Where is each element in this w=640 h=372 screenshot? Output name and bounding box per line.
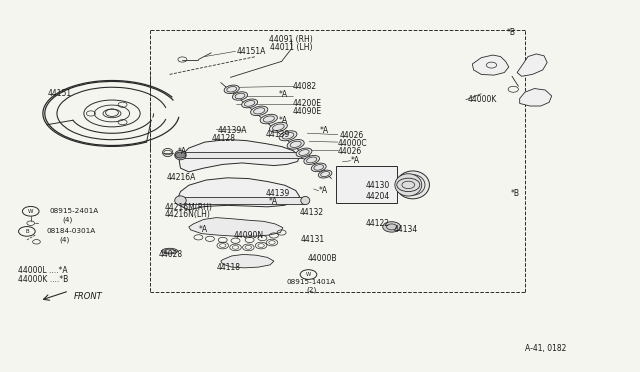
Text: 44090N: 44090N — [234, 231, 264, 240]
Polygon shape — [517, 54, 547, 76]
Text: A-41, 0182: A-41, 0182 — [525, 344, 566, 353]
Text: 44000K: 44000K — [467, 95, 497, 104]
Ellipse shape — [318, 170, 332, 178]
Text: 44000C: 44000C — [338, 139, 367, 148]
Text: 44122: 44122 — [366, 219, 390, 228]
Text: *A: *A — [269, 197, 278, 206]
Text: 44139A: 44139A — [218, 126, 247, 135]
Text: *A: *A — [278, 90, 287, 99]
Text: 44090E: 44090E — [293, 107, 323, 116]
Text: (4): (4) — [59, 236, 69, 243]
Text: 44216A: 44216A — [166, 173, 196, 182]
Text: 44151A: 44151A — [237, 47, 266, 56]
Text: *A: *A — [351, 156, 360, 165]
Text: 44130: 44130 — [366, 182, 390, 190]
Ellipse shape — [395, 174, 422, 196]
Circle shape — [383, 222, 401, 232]
Bar — [180, 152, 305, 158]
Text: 44134: 44134 — [394, 225, 418, 234]
Text: FRONT: FRONT — [74, 292, 102, 301]
Text: 44204: 44204 — [366, 192, 390, 201]
Text: 44139: 44139 — [266, 189, 290, 198]
Text: *A: *A — [320, 126, 329, 135]
Ellipse shape — [296, 148, 312, 157]
Text: 44026: 44026 — [339, 131, 364, 140]
Ellipse shape — [260, 114, 277, 124]
Text: B: B — [25, 229, 29, 234]
Ellipse shape — [241, 99, 258, 108]
Text: *A: *A — [178, 147, 187, 156]
Text: *B: *B — [511, 189, 520, 198]
Text: W: W — [28, 209, 33, 214]
Text: 44132: 44132 — [300, 208, 324, 217]
Polygon shape — [520, 89, 552, 106]
Text: 44128: 44128 — [211, 134, 236, 143]
Text: *A: *A — [319, 186, 328, 195]
Polygon shape — [189, 218, 283, 236]
Text: 08915-1401A: 08915-1401A — [287, 279, 336, 285]
Ellipse shape — [162, 248, 178, 254]
Ellipse shape — [251, 106, 268, 116]
Text: 44000K ....*B: 44000K ....*B — [18, 275, 68, 283]
Ellipse shape — [301, 151, 310, 159]
Ellipse shape — [269, 122, 287, 132]
Ellipse shape — [304, 155, 319, 164]
Text: 44200E: 44200E — [293, 99, 322, 108]
Ellipse shape — [396, 171, 429, 199]
Text: 08184-0301A: 08184-0301A — [46, 228, 95, 234]
Text: (4): (4) — [63, 216, 73, 223]
Ellipse shape — [175, 196, 186, 205]
Text: 08915-2401A: 08915-2401A — [50, 208, 99, 214]
Text: 44131: 44131 — [301, 235, 325, 244]
Text: W: W — [306, 272, 311, 277]
Text: 44026: 44026 — [338, 147, 362, 156]
Text: 44216M(RH): 44216M(RH) — [165, 203, 213, 212]
Text: 44028: 44028 — [159, 250, 183, 259]
Text: *A: *A — [278, 116, 287, 125]
Text: 44091 (RH): 44091 (RH) — [269, 35, 313, 44]
Text: 44000L ....*A: 44000L ....*A — [18, 266, 68, 275]
Ellipse shape — [175, 150, 186, 160]
Bar — [180, 197, 305, 204]
Text: 44216N(LH): 44216N(LH) — [165, 210, 211, 219]
Text: *B: *B — [507, 28, 516, 37]
Polygon shape — [472, 55, 509, 75]
Text: 44118: 44118 — [216, 263, 241, 272]
Text: 44011 (LH): 44011 (LH) — [270, 43, 312, 52]
Polygon shape — [178, 178, 300, 210]
Ellipse shape — [224, 85, 239, 93]
Text: (2): (2) — [306, 287, 316, 294]
Ellipse shape — [287, 140, 304, 149]
Ellipse shape — [232, 92, 248, 100]
Text: 44151: 44151 — [47, 89, 72, 97]
Polygon shape — [221, 254, 274, 268]
Circle shape — [175, 152, 186, 158]
Polygon shape — [179, 140, 300, 172]
Text: 44082: 44082 — [293, 82, 317, 91]
Text: 44139: 44139 — [266, 130, 290, 139]
Ellipse shape — [311, 163, 326, 172]
Text: *A: *A — [198, 225, 207, 234]
Text: 44000B: 44000B — [307, 254, 337, 263]
Bar — [336, 166, 397, 203]
Ellipse shape — [279, 131, 297, 141]
Ellipse shape — [301, 196, 310, 205]
